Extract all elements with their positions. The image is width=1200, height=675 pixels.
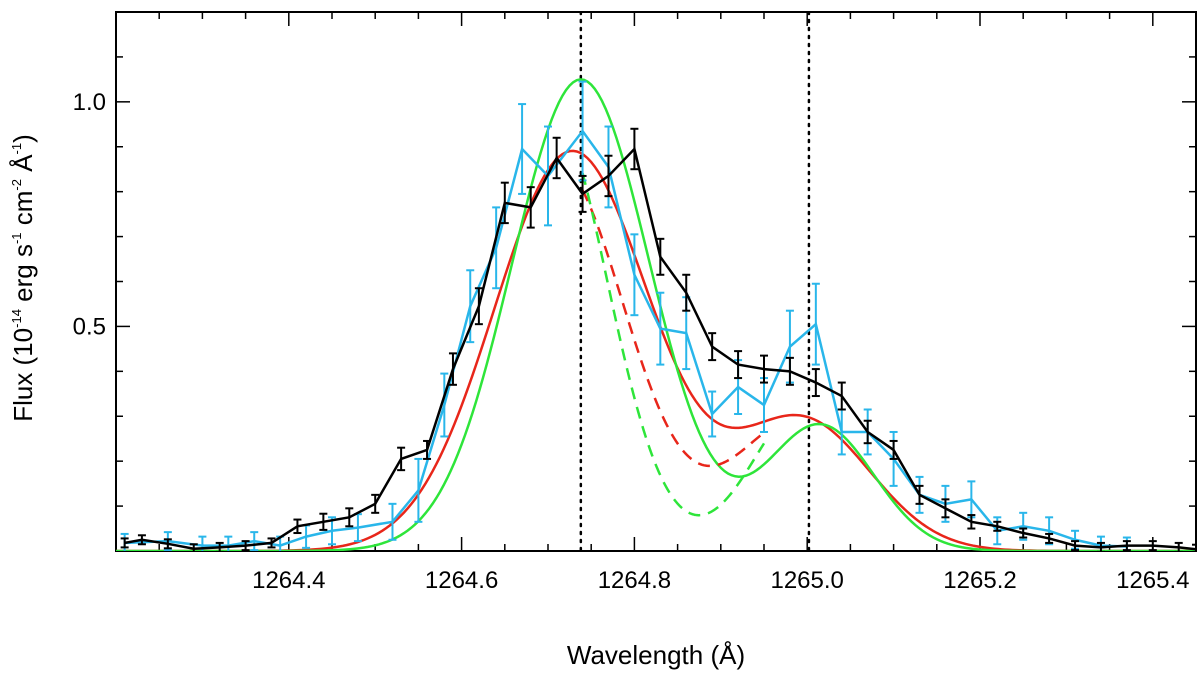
black-data-errorbar <box>189 543 198 551</box>
black-data-errorbar <box>889 439 898 460</box>
black-data-errorbar <box>371 493 380 514</box>
black-data-errorbar <box>837 381 846 411</box>
blue-data-errorbar <box>414 457 423 523</box>
black-data-errorbar <box>474 287 483 326</box>
x-axis-label: Wavelength (Å) <box>567 640 745 670</box>
black-data-errorbar <box>1071 540 1080 551</box>
black-data-errorbar <box>1192 543 1196 551</box>
black-data-errorbar <box>811 368 820 398</box>
black-data-errorbar <box>734 350 743 380</box>
x-tick-label: 1264.6 <box>425 567 498 594</box>
black-data-errorbar <box>1148 540 1157 551</box>
black-data-errorbar <box>708 332 717 362</box>
x-tick-label: 1264.4 <box>252 567 325 594</box>
red-dashed-model-curve <box>581 189 765 468</box>
black-data-errorbar <box>630 127 639 171</box>
x-tick-label: 1265.4 <box>1116 567 1189 594</box>
black-data-errorbar <box>423 439 432 460</box>
black-data-errorbar <box>785 356 794 386</box>
black-data-errorbar <box>120 537 129 549</box>
black-data-errorbar <box>137 534 146 546</box>
black-data-errorbar <box>1174 541 1183 551</box>
y-tick-label: 1.0 <box>73 89 106 116</box>
blue-data-errorbar <box>492 206 501 290</box>
black-data-errorbar <box>163 538 172 550</box>
black-data-errorbar <box>1122 540 1131 551</box>
blue-data-errorbar <box>811 282 820 366</box>
black-data-errorbar <box>1096 541 1105 551</box>
black-data-errorbar <box>1045 532 1054 544</box>
plot-series-group <box>116 12 1196 551</box>
black-data-errorbar <box>215 541 224 551</box>
black-data-errorbar <box>604 154 613 198</box>
blue-data-errorbar <box>708 390 717 438</box>
black-data-errorbar <box>241 540 250 551</box>
blue-data-errorbar <box>630 233 639 317</box>
x-tick-label: 1265.0 <box>770 567 843 594</box>
black-data-errorbar <box>448 352 457 386</box>
x-tick-label: 1264.8 <box>598 567 671 594</box>
y-axis-label: Flux (10-14 erg s-1 cm-2 Å-1) <box>8 134 38 422</box>
blue-data-line <box>124 128 1127 548</box>
black-data-errorbar <box>526 186 535 229</box>
black-data-errorbar <box>293 518 302 535</box>
green-model-curve <box>116 78 1196 551</box>
black-data-errorbar <box>267 537 276 549</box>
black-data-errorbar <box>863 419 872 445</box>
black-data-errorbar <box>760 354 768 384</box>
black-data-errorbar <box>656 237 665 276</box>
y-axis-title: Flux (10-14 erg s-1 cm-2 Å-1) <box>8 134 38 422</box>
black-data-errorbar <box>552 136 561 180</box>
blue-data-errorbar <box>328 516 336 546</box>
black-data-errorbar <box>1019 527 1028 539</box>
blue-data-errorbar <box>518 103 527 195</box>
blue-data-errorbar <box>388 502 397 541</box>
x-tick-label: 1265.2 <box>943 567 1016 594</box>
black-data-errorbar <box>345 507 354 528</box>
black-data-errorbar <box>915 484 924 505</box>
black-data-errorbar <box>500 181 509 225</box>
y-tick-label: 0.5 <box>73 313 106 340</box>
black-data-errorbar <box>967 514 976 530</box>
black-data-errorbar <box>941 498 950 519</box>
black-data-errorbar <box>319 512 328 531</box>
plot-area: 1264.4 1264.6 1264.8 1265.0 1265.2 1265.4 0.5 1… <box>73 11 1197 594</box>
blue-data-errorbar <box>198 535 207 551</box>
black-data-errorbar <box>397 446 406 472</box>
red-model-curve <box>116 149 1196 551</box>
black-data-errorbar <box>578 174 587 213</box>
black-data-errorbar <box>682 273 691 312</box>
blue-data-errorbar <box>656 291 665 366</box>
plot-frame <box>115 11 1197 552</box>
blue-data-errorbar <box>440 372 449 438</box>
green-dashed-model-curve <box>581 172 766 517</box>
blue-data-errorbar <box>250 531 259 551</box>
black-data-errorbar <box>993 520 1002 532</box>
